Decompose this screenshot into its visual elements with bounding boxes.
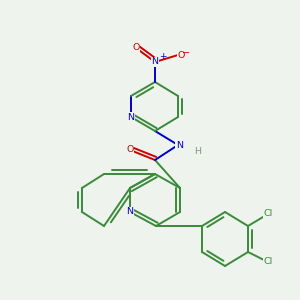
Text: O: O — [177, 50, 185, 59]
Text: H: H — [194, 148, 202, 157]
Text: +: + — [159, 52, 166, 61]
Text: N: N — [176, 140, 183, 149]
Text: Cl: Cl — [263, 257, 273, 266]
Text: −: − — [182, 48, 190, 58]
Text: O: O — [126, 146, 134, 154]
Text: N: N — [127, 208, 134, 217]
Text: O: O — [132, 44, 140, 52]
Text: N: N — [152, 58, 158, 67]
Text: N: N — [128, 112, 134, 122]
Text: Cl: Cl — [263, 209, 273, 218]
